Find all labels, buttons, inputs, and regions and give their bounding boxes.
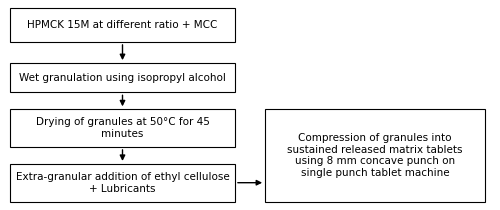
Text: Extra-granular addition of ethyl cellulose
+ Lubricants: Extra-granular addition of ethyl cellulo…	[16, 172, 230, 193]
Text: Compression of granules into
sustained released matrix tablets
using 8 mm concav: Compression of granules into sustained r…	[287, 133, 463, 178]
Text: HPMCK 15M at different ratio + MCC: HPMCK 15M at different ratio + MCC	[28, 20, 218, 30]
FancyBboxPatch shape	[10, 8, 235, 42]
FancyBboxPatch shape	[265, 109, 485, 202]
FancyBboxPatch shape	[10, 109, 235, 147]
FancyBboxPatch shape	[10, 164, 235, 202]
Text: Drying of granules at 50°C for 45
minutes: Drying of granules at 50°C for 45 minute…	[36, 117, 210, 139]
Text: Wet granulation using isopropyl alcohol: Wet granulation using isopropyl alcohol	[19, 73, 226, 83]
FancyBboxPatch shape	[10, 63, 235, 92]
